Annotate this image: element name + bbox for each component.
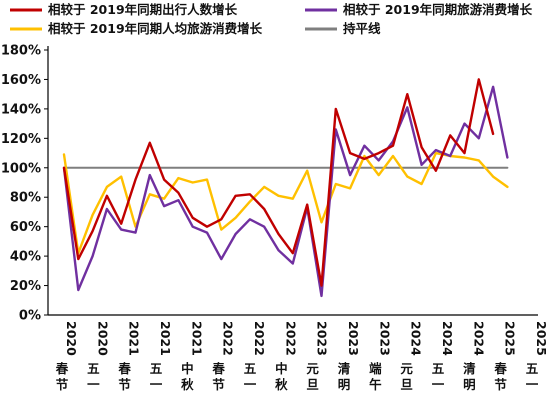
x-tick-label: 2021 xyxy=(189,321,204,356)
x-tick-char: 五 xyxy=(244,361,257,376)
legend-label-1: 相较于 2019年同期出行人数增长 xyxy=(48,2,238,17)
y-tick-label: 40% xyxy=(10,250,41,265)
x-tick-char: 秋 xyxy=(181,377,194,392)
x-tick-char: 五 xyxy=(432,361,445,376)
legend-label-3: 相较于 2019年同期人均旅游消费增长 xyxy=(48,21,263,36)
x-tick-label: 2022 xyxy=(221,321,236,356)
x-tick-char: 明 xyxy=(338,377,351,392)
y-tick-label: 140% xyxy=(1,102,41,117)
x-tick-char: 旦 xyxy=(400,377,413,392)
legend-label-2: 相较于 2019年同期旅游消费增长 xyxy=(343,2,533,17)
x-tick-char: 节 xyxy=(56,377,69,392)
x-tick-label: 2024 xyxy=(409,321,424,356)
x-tick-label: 2024 xyxy=(471,321,486,356)
y-tick-label: 60% xyxy=(10,220,41,235)
x-tick-label: 2025 xyxy=(534,321,549,356)
x-tick-char: 春 xyxy=(211,361,225,376)
x-tick-char: 五 xyxy=(526,361,539,376)
x-tick-label: 2025 xyxy=(503,321,518,356)
x-tick-label: 2021 xyxy=(158,321,173,356)
x-tick-char: 一 xyxy=(244,377,257,392)
x-tick-char: 五 xyxy=(150,361,163,376)
x-tick-char: 端 xyxy=(369,361,382,376)
y-axis: 0% 20% 40% 60% 80% 100% 120% 140% 160% 180% xyxy=(1,44,49,324)
x-tick-label: 2020 xyxy=(64,321,79,356)
x-tick-label: 2022 xyxy=(283,321,298,356)
x-tick-char: 节 xyxy=(212,377,225,392)
x-axis: 2020春节2020五一2021春节2021五一2021中秋2022春节2022… xyxy=(48,314,549,392)
series-line-1 xyxy=(62,78,495,287)
x-tick-char: 元 xyxy=(306,361,319,376)
x-tick-char: 一 xyxy=(87,377,100,392)
series-line-2 xyxy=(62,85,509,298)
x-tick-char: 一 xyxy=(432,377,445,392)
x-tick-label: 2023 xyxy=(346,321,361,356)
x-tick-char: 旦 xyxy=(306,377,319,392)
x-tick-char: 清 xyxy=(463,361,476,376)
x-tick-char: 春 xyxy=(55,361,69,376)
x-tick-char: 节 xyxy=(118,377,131,392)
x-tick-char: 秋 xyxy=(275,377,288,392)
x-tick-label: 2024 xyxy=(440,321,455,356)
x-tick-char: 午 xyxy=(369,377,382,392)
x-tick-char: 元 xyxy=(400,361,413,376)
x-tick-char: 清 xyxy=(338,361,351,376)
x-tick-char: 中 xyxy=(275,361,288,376)
y-tick-label: 80% xyxy=(10,191,41,206)
x-tick-char: 春 xyxy=(117,361,131,376)
x-tick-label: 2021 xyxy=(127,321,142,356)
x-tick-label: 2022 xyxy=(252,321,267,356)
legend-label-4: 持平线 xyxy=(343,21,381,36)
x-tick-label: 2023 xyxy=(315,321,330,356)
y-tick-label: 100% xyxy=(1,161,41,176)
y-tick-label: 180% xyxy=(1,44,41,59)
x-tick-label: 2023 xyxy=(377,321,392,356)
x-tick-char: 春 xyxy=(493,361,507,376)
x-tick-label: 2020 xyxy=(95,321,110,356)
y-tick-label: 20% xyxy=(10,279,41,294)
y-tick-label: 120% xyxy=(1,132,41,147)
y-tick-label: 0% xyxy=(19,309,41,324)
y-tick-label: 160% xyxy=(1,73,41,88)
x-tick-char: 明 xyxy=(463,377,476,392)
x-tick-char: 五 xyxy=(87,361,100,376)
x-tick-char: 节 xyxy=(494,377,507,392)
x-tick-char: 中 xyxy=(181,361,194,376)
plot-area xyxy=(62,78,509,298)
x-tick-char: 一 xyxy=(150,377,163,392)
x-tick-char: 一 xyxy=(526,377,539,392)
